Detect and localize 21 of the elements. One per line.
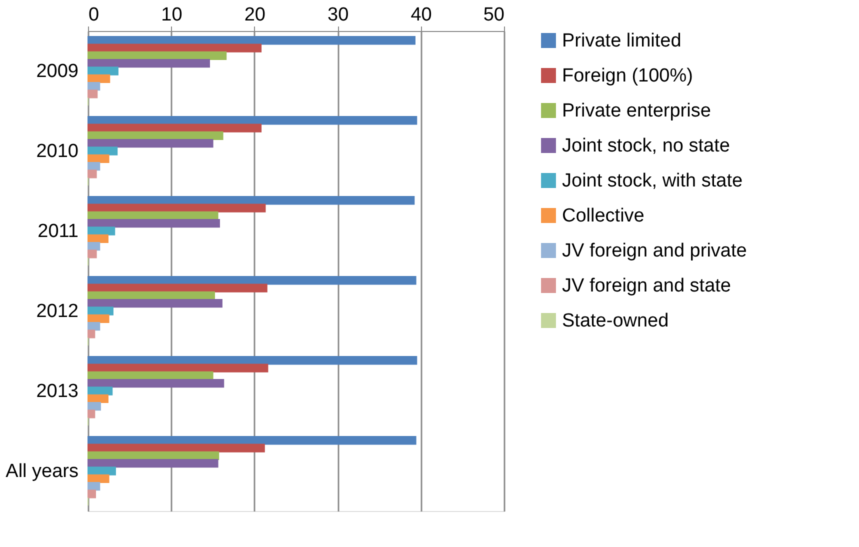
legend-label: Private enterprise [562, 100, 711, 122]
y-tick-label: 2011 [38, 221, 78, 242]
legend-label: Foreign (100%) [562, 66, 693, 86]
legend-label: State-owned [562, 310, 669, 332]
legend-label: JV foreign and private [562, 240, 747, 262]
y-tick-label: 2010 [36, 141, 78, 162]
legend-label: Private limited [562, 30, 682, 52]
x-tick-label: 0 [88, 4, 100, 26]
y-tick-label: 2009 [36, 61, 78, 82]
y-tick-label: 2013 [36, 381, 78, 402]
legend-label: Joint stock, no state [562, 136, 730, 156]
x-tick-label: 50 [483, 4, 504, 26]
y-tick-label: 2012 [36, 301, 78, 322]
legend-label: Collective [562, 206, 644, 226]
x-tick-label: 10 [161, 4, 182, 26]
legend-label: JV foreign and state [562, 276, 731, 296]
x-tick-label: 40 [410, 4, 432, 26]
legend-label: Joint stock, with state [562, 170, 743, 192]
x-tick-label: 20 [244, 4, 266, 26]
x-tick-label: 30 [328, 4, 349, 26]
y-tick-label: All years [6, 461, 78, 482]
